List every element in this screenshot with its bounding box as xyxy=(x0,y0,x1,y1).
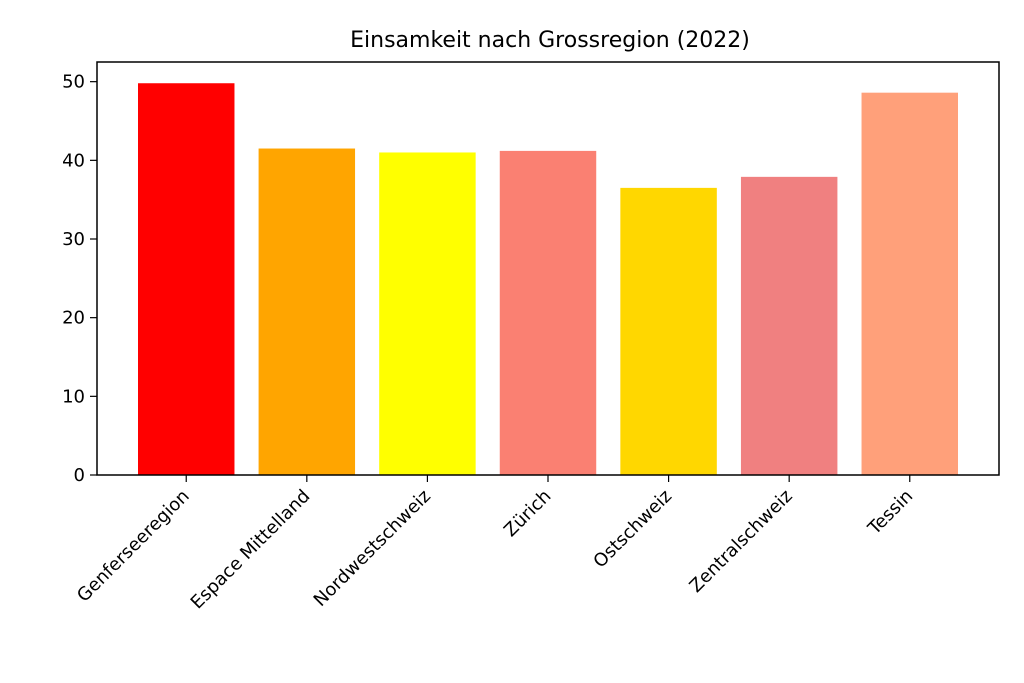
bar-0 xyxy=(138,83,235,476)
bar-4 xyxy=(620,187,717,475)
x-tick-label: Ostschweiz xyxy=(589,486,676,573)
bar-2 xyxy=(379,152,476,475)
y-axis: 0 10 20 30 40 50 xyxy=(62,72,97,486)
x-tick-label: Nordwestschweiz xyxy=(310,486,435,611)
y-tick-label: 10 xyxy=(62,386,85,407)
y-tick-label: 30 xyxy=(62,229,85,250)
y-tick-label: 50 xyxy=(62,72,85,93)
x-tick-label: Genferseeregion xyxy=(73,486,194,607)
y-tick-label: 20 xyxy=(62,308,85,329)
y-tick-label: 0 xyxy=(74,465,85,486)
bar-6 xyxy=(861,92,958,476)
x-tick-label: Espace Mittelland xyxy=(187,486,315,614)
y-tick-label: 40 xyxy=(62,150,85,171)
x-tick-label: Zürich xyxy=(500,486,555,541)
bars-group xyxy=(138,83,958,476)
plot-frame xyxy=(96,61,1000,476)
bar-5 xyxy=(740,176,838,475)
x-tick-label: Tessin xyxy=(863,486,917,540)
bar-1 xyxy=(258,148,356,475)
bar-3 xyxy=(499,150,597,475)
x-tick-label: Zentralschweiz xyxy=(686,486,797,597)
chart-title: Einsamkeit nach Grossregion (2022) xyxy=(350,28,750,53)
